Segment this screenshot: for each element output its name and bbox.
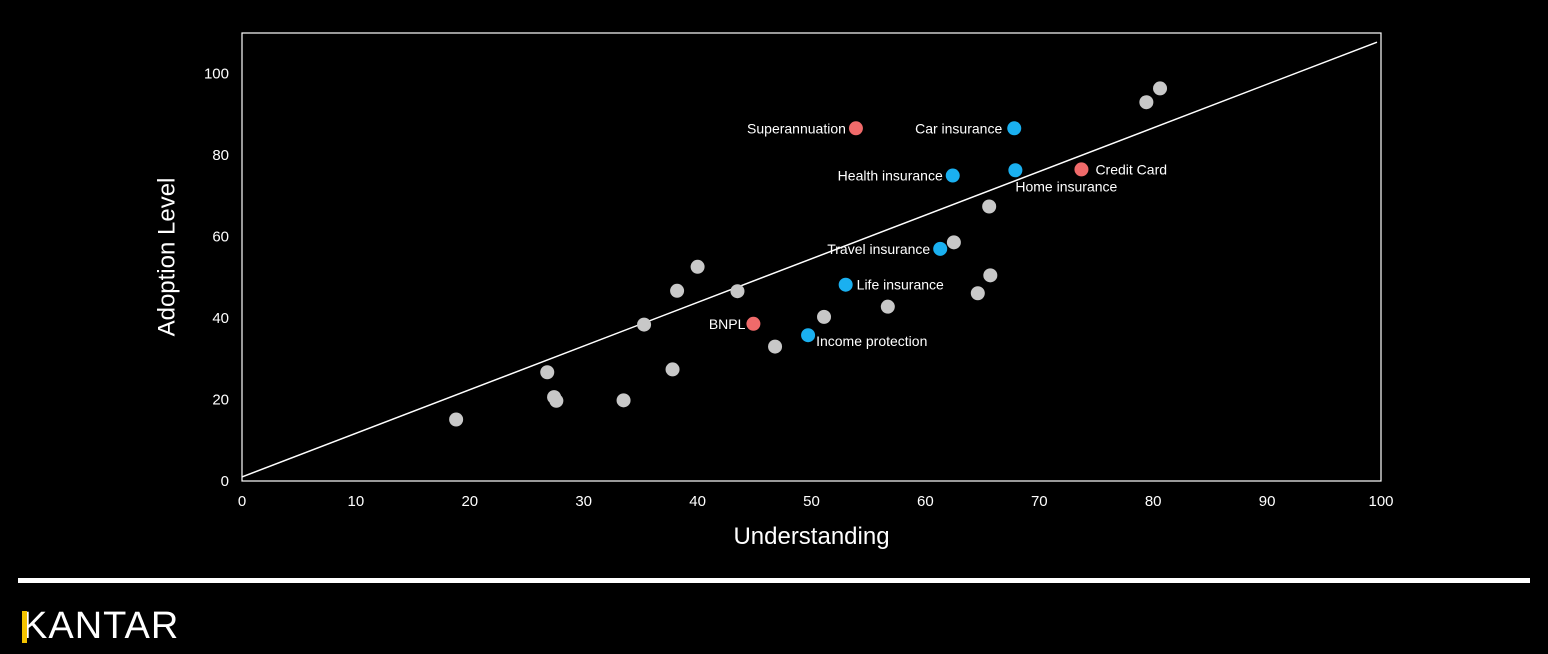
data-point-superannuation — [848, 121, 863, 136]
data-point — [449, 412, 464, 427]
data-point-home-insurance — [1008, 163, 1023, 178]
data-label: Health insurance — [838, 168, 943, 184]
x-tick-label: 60 — [917, 493, 934, 510]
kantar-logo: KANTAR — [22, 604, 179, 648]
data-point — [983, 268, 998, 283]
logo-accent-bar — [22, 611, 27, 643]
data-label: Life insurance — [857, 277, 944, 293]
y-tick-label: 20 — [212, 392, 229, 409]
data-point — [1153, 81, 1168, 96]
data-label: BNPL — [709, 316, 746, 332]
data-label: Car insurance — [915, 120, 1002, 136]
data-point — [637, 317, 652, 332]
logo-k: KANTAR — [22, 604, 179, 648]
data-label: Credit Card — [1095, 161, 1167, 177]
data-point-health-insurance — [945, 168, 960, 183]
x-tick-label: 80 — [1145, 493, 1162, 510]
data-point — [616, 393, 631, 408]
x-tick-label: 20 — [461, 493, 478, 510]
logo-text: KANTAR — [22, 605, 180, 647]
x-tick-label: 30 — [575, 493, 592, 510]
data-point-travel-insurance — [933, 241, 948, 256]
x-tick-label: 90 — [1259, 493, 1276, 510]
x-tick-label: 50 — [803, 493, 820, 510]
data-point — [970, 286, 985, 301]
data-point — [1139, 95, 1154, 110]
data-label: Superannuation — [747, 120, 846, 136]
data-point — [690, 259, 705, 274]
y-tick-label: 60 — [212, 229, 229, 246]
data-point — [540, 365, 555, 380]
data-point — [946, 235, 961, 250]
data-point-credit-card — [1074, 162, 1089, 177]
data-point-bnpl — [746, 316, 761, 331]
data-point — [730, 284, 745, 299]
x-axis-label: Understanding — [733, 523, 889, 550]
data-label: Home insurance — [1015, 178, 1117, 194]
trend-line — [241, 41, 1378, 478]
data-point-life-insurance — [838, 277, 853, 292]
x-tick-label: 100 — [1368, 493, 1393, 510]
y-tick-label: 100 — [204, 66, 229, 83]
data-point — [982, 199, 997, 214]
data-point — [670, 283, 685, 298]
data-point — [549, 393, 564, 408]
footer-divider — [18, 578, 1530, 583]
y-tick-label: 80 — [212, 147, 229, 164]
data-label: Income protection — [816, 333, 927, 349]
plot-area-frame — [241, 32, 1382, 482]
scatter-chart: 0 10 20 30 40 50 60 70 80 90 100 0 20 40 60 80 100 Unders… — [153, 32, 1394, 550]
data-point — [768, 339, 783, 354]
data-label: Travel insurance — [827, 241, 930, 257]
data-point — [817, 309, 832, 324]
data-point-income-protection — [801, 328, 816, 343]
x-tick-label: 10 — [348, 493, 365, 510]
y-tick-label: 40 — [212, 310, 229, 327]
data-point — [665, 362, 680, 377]
y-tick-label: 0 — [221, 473, 229, 490]
x-tick-label: 0 — [238, 493, 246, 510]
x-tick-label: 70 — [1031, 493, 1048, 510]
x-tick-label: 40 — [689, 493, 706, 510]
data-point — [880, 299, 895, 314]
data-point-car-insurance — [1007, 121, 1022, 136]
y-axis-label: Adoption Level — [153, 178, 180, 337]
